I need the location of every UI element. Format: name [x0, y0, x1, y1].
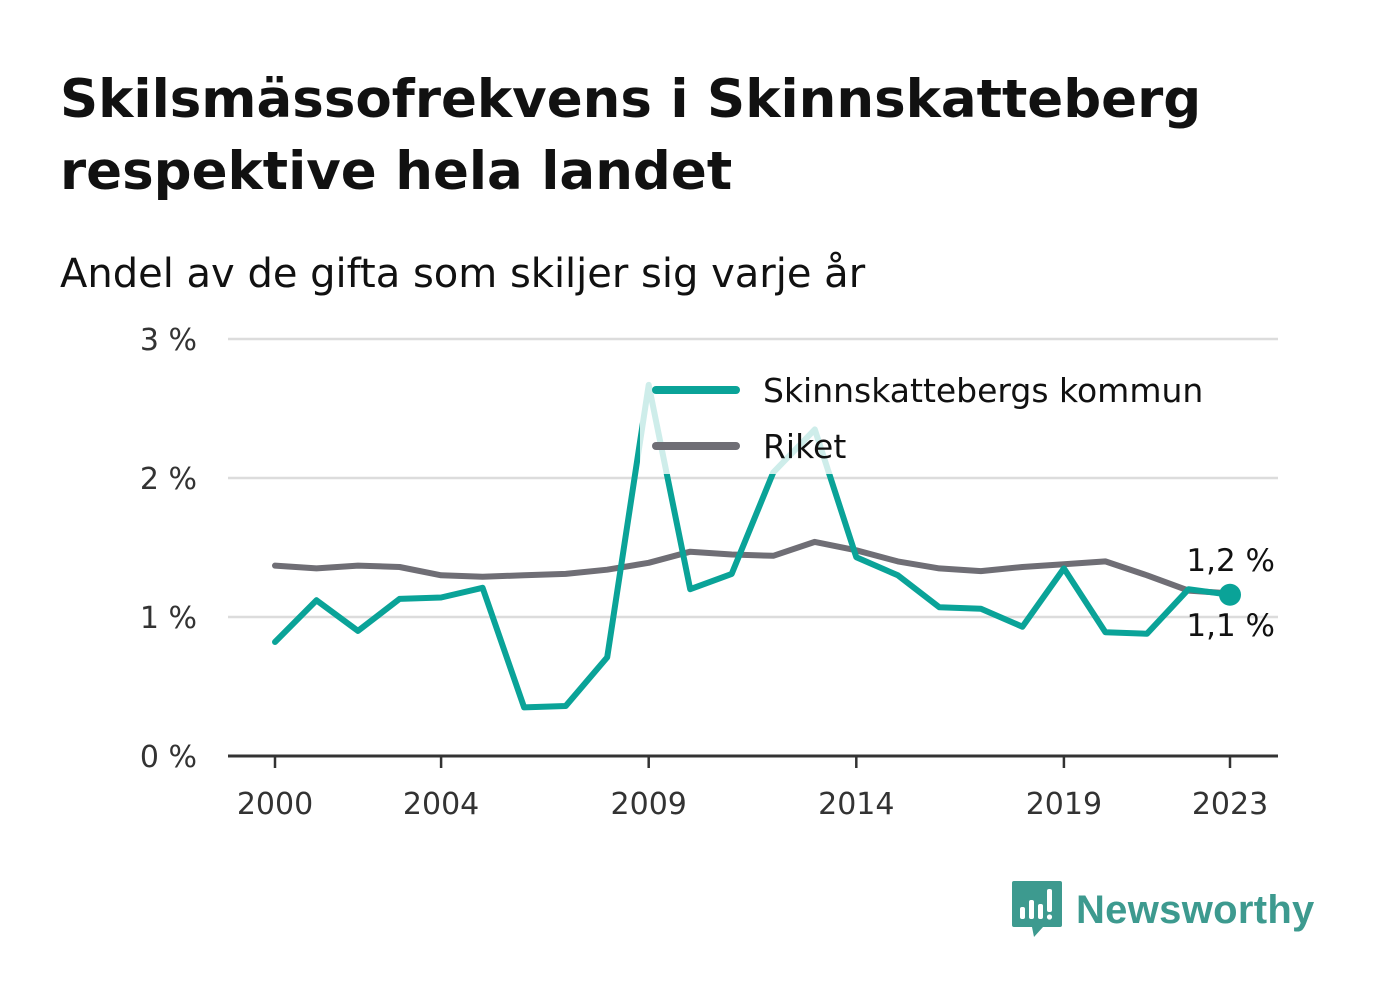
series-end-point	[1219, 583, 1241, 606]
end-value-labels: 1,2 % 1,1 %	[1186, 543, 1275, 644]
bar-chart-speech-bubble-icon	[1012, 881, 1062, 937]
series-line-riket	[272, 538, 1233, 597]
end-value-label-riket: 1,1 %	[1186, 608, 1275, 644]
y-tick-label: 0 %	[140, 740, 197, 775]
x-tick-label: 2023	[1192, 787, 1268, 822]
newsworthy-logo: Newsworthy	[1010, 878, 1315, 942]
chart-title: Skilsmässofrekvens i Skinnskatteberg res…	[60, 69, 1202, 202]
chart-subtitle: Andel av de gifta som skiljer sig varje …	[60, 251, 866, 297]
x-tick-label: 2019	[1026, 787, 1102, 822]
legend-background	[640, 362, 1260, 474]
gridlines	[228, 337, 1278, 758]
legend-label: Riket	[763, 427, 846, 466]
x-tick-label: 2000	[237, 787, 313, 822]
x-tick-label: 2004	[403, 787, 479, 822]
legend-label: Skinnskattebergs kommun	[763, 371, 1203, 410]
y-tick-label: 3 %	[140, 323, 197, 358]
series-line-skinnskatteberg	[272, 381, 1233, 711]
y-tick-label: 2 %	[140, 462, 197, 497]
brand-name: Newsworthy	[1076, 887, 1315, 932]
end-value-label-skinnskatteberg: 1,2 %	[1186, 543, 1275, 579]
x-tick-label: 2009	[611, 787, 687, 822]
y-axis-ticks: 0 % 1 % 2 % 3 %	[140, 323, 197, 775]
series-lines	[272, 381, 1241, 711]
legend: Skinnskattebergs kommun Riket	[640, 362, 1260, 474]
x-tick-label: 2014	[818, 787, 894, 822]
x-axis-ticks: 2000 2004 2009 2014 2019 2023	[237, 756, 1268, 822]
y-tick-label: 1 %	[140, 601, 197, 636]
